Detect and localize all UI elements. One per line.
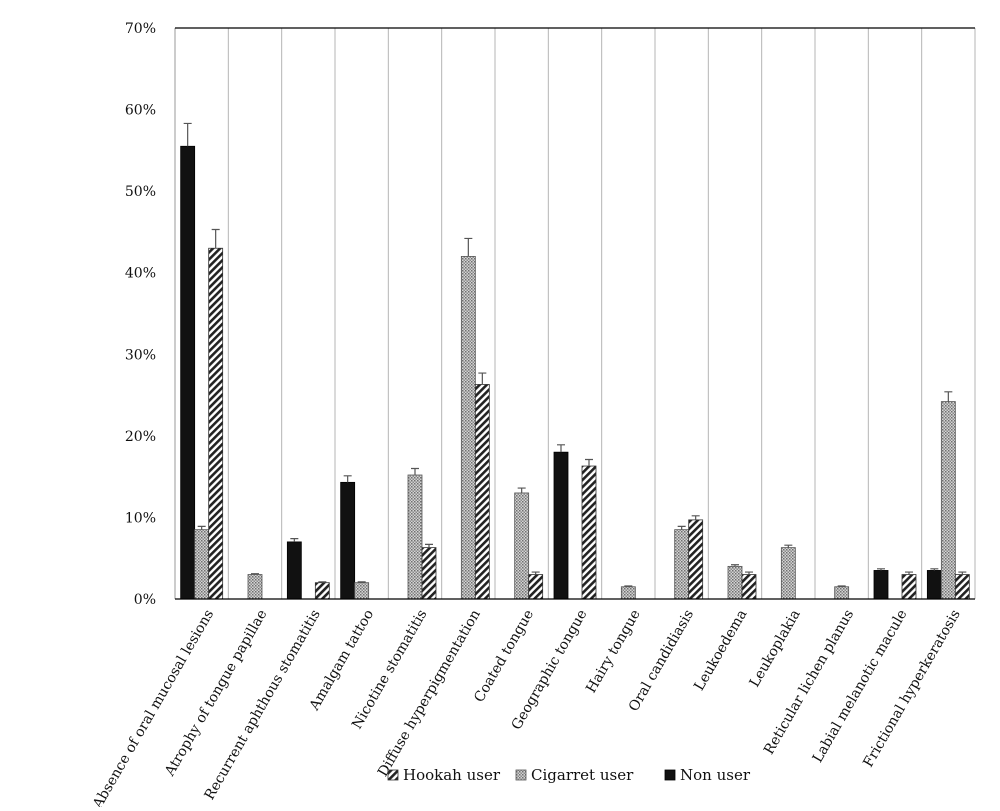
bar-cigarret-user [514,492,530,600]
bar-hookah-user [901,574,917,600]
legend-swatch [387,769,399,781]
error-bar [624,585,633,587]
legend-item: Cigarret user [515,766,634,784]
error-bar [691,515,700,520]
bar-non-user [873,570,889,600]
y-tick-label: 60% [125,103,156,119]
bar-hookah-user [741,574,757,600]
x-tick-label: Frictional hyperkeratosis [860,607,963,770]
x-tick-label: Reticular lichen planus [761,607,857,757]
bar-cigarret-user [354,582,370,600]
x-tick-label: Recurrent aphthous stomatitis [202,607,324,803]
error-bar [557,444,565,453]
error-bar [464,237,473,257]
error-bar [197,525,206,530]
error-bar [837,585,846,587]
error-bar [183,122,192,147]
y-tick-label: 20% [125,429,156,445]
error-bar [425,543,433,548]
error-bar [478,372,487,385]
y-tick-label: 30% [125,347,156,363]
error-bar [784,544,793,548]
error-bar [411,467,419,476]
legend-item: Non user [664,766,751,784]
y-tick-label: 70% [125,21,156,37]
x-tick-label: Diffuse hyperpigmentation [375,607,484,780]
legend: Hookah user Cigarret user Non user [387,766,751,784]
bar-non-user [286,541,302,600]
error-bar [677,525,686,530]
bar-hookah-user [581,465,597,600]
x-tick-label: Leukoplakia [747,607,804,690]
x-tick-label: Coated tongue [471,607,537,705]
error-bar [531,571,540,575]
error-bar [745,571,753,575]
axes [174,27,975,600]
error-bar [318,581,327,583]
bar-cigarret-user [780,547,796,600]
error-bar [357,581,366,583]
bar-cigarret-user [247,574,263,600]
x-tick-label: Leukoedema [691,607,750,694]
bar-hookah-user [314,582,330,600]
bar-cigarret-user [194,529,210,600]
y-tick-label: 0% [134,592,156,608]
error-bar [290,538,299,542]
x-tick-label: Labial melanotic macule [810,607,911,766]
bar-non-user [553,451,569,600]
error-bar [517,487,526,493]
legend-label: Cigarret user [531,766,634,784]
error-bar [211,228,220,249]
bar-hookah-user [421,547,437,600]
bar-cigarret-user [407,474,423,600]
bar-cigarret-user [620,586,636,600]
bar-non-user [340,481,356,600]
y-tick-label: 50% [125,184,156,200]
bar-cigarret-user [460,255,476,600]
error-bar [343,475,352,483]
legend-swatch [664,769,676,781]
bar-hookah-user [528,574,544,600]
x-tick-label: Hairy tongue [583,607,644,696]
error-bar [930,568,939,571]
error-bar [905,571,913,575]
bar-cigarret-user [834,586,850,600]
bar-hookah-user [208,247,224,600]
gridlines [227,28,976,599]
legend-swatch [515,769,527,781]
bars [180,122,970,600]
error-bar [585,458,593,467]
error-bar [731,564,739,567]
y-tick-label: 10% [125,510,156,526]
bar-non-user [180,145,196,600]
bar-hookah-user [954,574,970,600]
legend-label: Hookah user [403,766,501,784]
error-bar [251,573,259,575]
error-bar [944,391,953,402]
bar-cigarret-user [674,529,690,600]
legend-label: Non user [680,766,751,784]
bar-cigarret-user [727,565,743,600]
y-tick-labels: 0% 10% 20% 30% 40% 50% 60% 70% [125,21,156,608]
error-bar [958,571,967,575]
x-tick-label: Atrophy of tongue papillae [162,607,271,780]
bar-cigarret-user [940,401,956,600]
legend-item: Hookah user [387,766,501,784]
bar-hookah-user [688,519,704,600]
y-tick-label: 40% [125,266,156,282]
bar-non-user [926,570,942,600]
error-bar [877,568,885,571]
bar-hookah-user [474,384,490,600]
